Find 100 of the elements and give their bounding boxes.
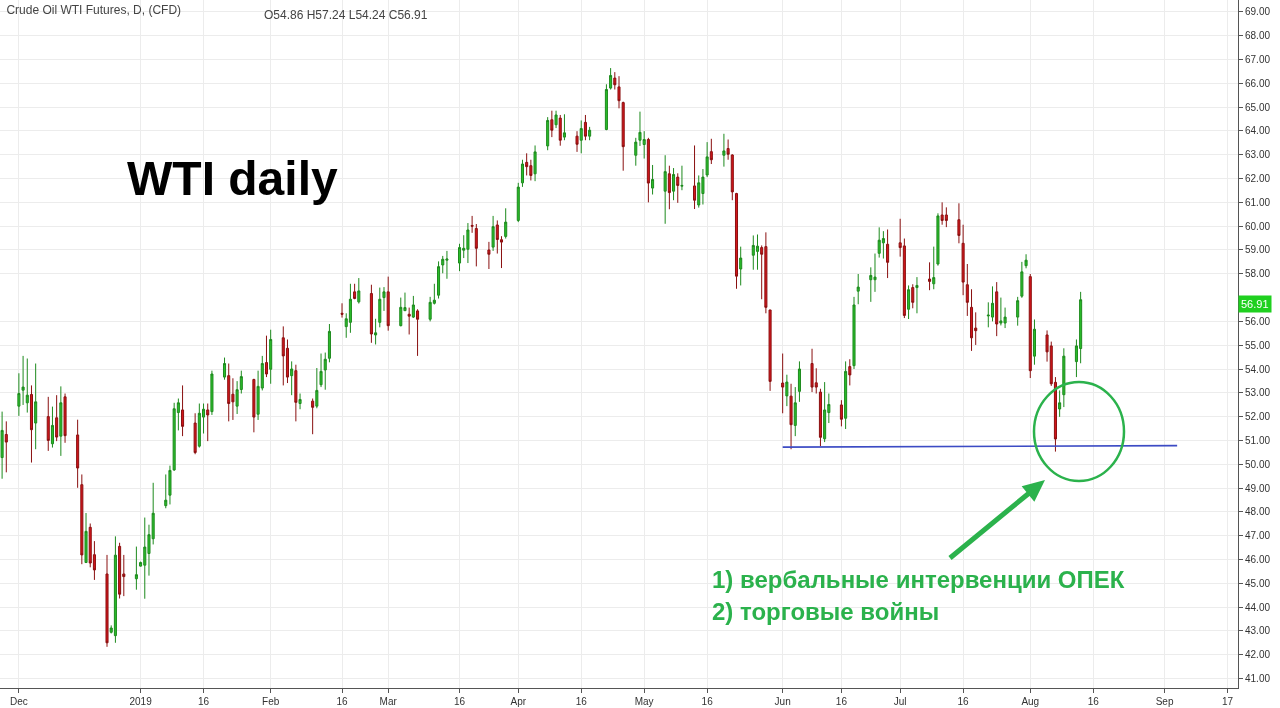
candlestick (852, 296, 856, 370)
candlestick (4, 420, 8, 473)
x-tick-label: Dec (9, 696, 28, 707)
candlestick (466, 222, 470, 264)
annotation: WTI daily (127, 152, 338, 205)
x-tick-label: Mar (379, 696, 398, 707)
candlestick (672, 167, 676, 201)
candlestick (76, 419, 80, 489)
candlestick (487, 241, 491, 270)
candlestick (680, 165, 684, 191)
annotation: O54.86 H57.24 L54.24 C56.91 (264, 8, 428, 22)
candlestick (911, 283, 915, 309)
candlestick (59, 385, 63, 457)
candlestick (323, 352, 327, 391)
y-tick-label: 41.00 (1245, 672, 1271, 684)
candlestick (940, 201, 944, 226)
candlestick (386, 276, 390, 332)
y-tick-label: 65.00 (1245, 101, 1271, 113)
y-tick-label: 56.00 (1245, 315, 1271, 327)
y-tick-label: 60.00 (1245, 220, 1271, 232)
candlestick (411, 295, 415, 319)
chart-title: Crude Oil WTI Futures, D, (CFD) (6, 3, 182, 18)
candlestick (856, 273, 860, 305)
candlestick (969, 288, 974, 352)
candlestick (734, 192, 739, 290)
y-tick-label: 66.00 (1245, 77, 1271, 89)
candlestick (264, 335, 269, 378)
x-tick-label: 16 (453, 696, 466, 707)
candlestick (55, 394, 59, 442)
candlestick (1062, 347, 1066, 408)
candlestick (928, 261, 932, 291)
candlestick (382, 286, 386, 312)
x-tick-label: 16 (1087, 696, 1100, 707)
candlestick (936, 212, 940, 267)
x-tick-label: Jul (893, 696, 907, 707)
candlestick (399, 297, 403, 327)
candlestick (558, 114, 562, 147)
candlestick (470, 215, 474, 234)
candlestick (445, 250, 449, 280)
candlestick (667, 165, 671, 210)
candlestick (663, 154, 667, 225)
x-tick-label: 17 (1221, 696, 1234, 707)
candlestick (785, 374, 789, 407)
y-tick-label: 59.00 (1245, 244, 1271, 256)
candlestick (604, 83, 608, 131)
candlestick (755, 233, 760, 271)
candlestick (407, 307, 411, 335)
x-tick-label: 16 (336, 696, 349, 707)
candlestick (810, 348, 814, 393)
x-tick-label: Sep (1155, 696, 1174, 707)
candlestick (134, 546, 138, 591)
candlestick (550, 110, 554, 138)
candlestick (491, 215, 495, 252)
candlestick (839, 399, 843, 427)
candlestick (416, 308, 420, 357)
candlestick (793, 386, 797, 437)
y-tick-label: 48.00 (1245, 506, 1271, 518)
candlestick (554, 110, 558, 129)
candlestick (583, 114, 587, 141)
y-tick-label: 67.00 (1245, 54, 1271, 66)
candlestick (848, 358, 852, 386)
candlestick (50, 406, 54, 449)
candlestick (84, 512, 88, 564)
candlestick (877, 226, 881, 259)
candlestick (651, 164, 655, 195)
candlestick (844, 360, 848, 430)
candlestick (474, 223, 478, 267)
candlestick (709, 138, 713, 165)
candlestick (206, 403, 210, 442)
candlestick (932, 246, 936, 290)
candlestick (29, 384, 33, 464)
candlestick (290, 360, 294, 396)
candlestick (562, 113, 566, 141)
y-tick-label: 64.00 (1245, 125, 1271, 137)
candlestick (357, 277, 361, 305)
y-tick-label: 53.00 (1245, 387, 1271, 399)
candlestick (579, 119, 583, 154)
candlestick (617, 75, 621, 109)
candlestick (437, 260, 441, 300)
candlestick (751, 234, 755, 271)
candlestick (210, 370, 214, 416)
candlestick (327, 323, 331, 363)
candlestick (504, 207, 508, 240)
candlestick (0, 411, 4, 480)
text: 56.91 (1241, 298, 1269, 310)
candlestick (369, 284, 373, 344)
candlestick (80, 473, 84, 565)
candlestick (143, 517, 147, 600)
candlestick (46, 396, 50, 452)
candlestick (621, 101, 625, 172)
candlestick (118, 542, 122, 599)
candlestick (269, 329, 273, 385)
candlestick (222, 357, 227, 381)
candlestick (881, 230, 885, 260)
candlestick (298, 393, 302, 410)
candlestick (915, 276, 919, 314)
candlestick (739, 246, 743, 286)
y-tick-label: 42.00 (1245, 649, 1271, 661)
x-tick-label: 16 (957, 696, 970, 707)
candlestick (1028, 273, 1032, 379)
